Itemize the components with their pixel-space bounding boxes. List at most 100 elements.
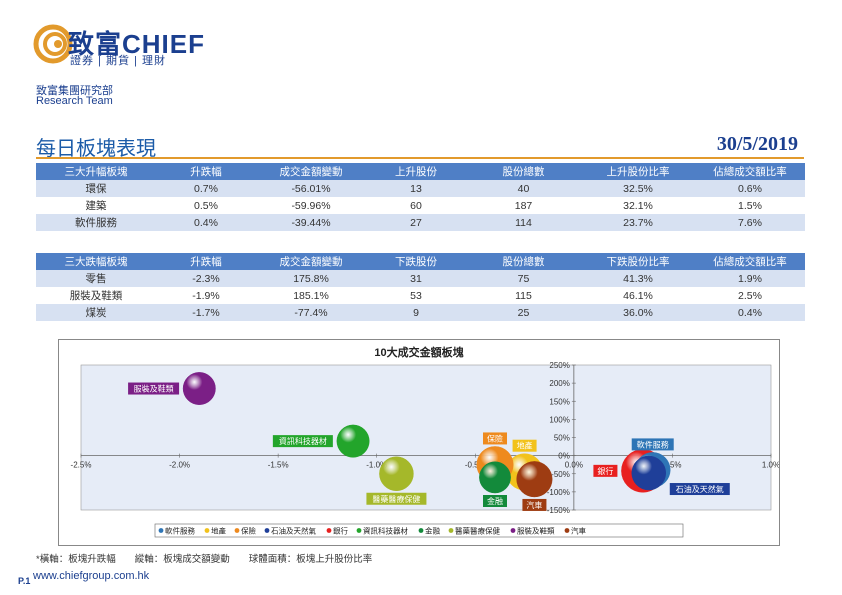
legend-entry: 金融 bbox=[425, 526, 440, 536]
y-tick-label: 150% bbox=[549, 397, 569, 406]
table-cell: 0.4% bbox=[695, 304, 805, 321]
legend-entry: 醫藥醫療保健 bbox=[455, 526, 500, 536]
table-cell: 1.5% bbox=[695, 197, 805, 214]
table-cell: 1.9% bbox=[695, 270, 805, 287]
column-header: 升跌幅 bbox=[156, 163, 256, 180]
table-header-row: 三大升幅板塊 升跌幅 成交金額變動 上升股份 股份總數 上升股份比率 佔總成交額… bbox=[36, 163, 805, 180]
column-header: 成交金額變動 bbox=[256, 253, 366, 270]
bubble-label-box bbox=[669, 483, 730, 496]
table-cell: 13 bbox=[366, 180, 466, 197]
bubble-label-box bbox=[483, 432, 507, 445]
bubble-point bbox=[336, 424, 370, 458]
x-tick-label: 1.0% bbox=[762, 461, 779, 470]
chart-title: 10大成交金額板塊 bbox=[374, 345, 463, 359]
table-cell: 23.7% bbox=[581, 214, 695, 231]
y-tick-label: 100% bbox=[549, 415, 569, 424]
table-cell: 114 bbox=[466, 214, 581, 231]
table-cell: 187 bbox=[466, 197, 581, 214]
table-cell: -1.7% bbox=[156, 304, 256, 321]
bubble-label-box bbox=[631, 438, 674, 451]
bubble-label: 服裝及鞋類 bbox=[134, 384, 174, 394]
legend-marker bbox=[510, 528, 516, 533]
column-header: 股份總數 bbox=[466, 163, 581, 180]
page-number: P.1 bbox=[18, 576, 31, 586]
sector-name: 零售 bbox=[36, 270, 156, 287]
legend-entry: 汽車 bbox=[571, 526, 586, 536]
table-cell: -2.3% bbox=[156, 270, 256, 287]
bubble-label: 軟件服務 bbox=[637, 439, 669, 449]
column-header: 三大升幅板塊 bbox=[36, 163, 156, 180]
top-gainers-table: 三大升幅板塊 升跌幅 成交金額變動 上升股份 股份總數 上升股份比率 佔總成交額… bbox=[36, 163, 805, 231]
x-tick-label: -0.5% bbox=[465, 461, 486, 470]
top-losers-table: 三大跌幅板塊 升跌幅 成交金額變動 下跌股份 股份總數 下跌股份比率 佔總成交額… bbox=[36, 253, 805, 321]
column-header: 佔總成交額比率 bbox=[695, 163, 805, 180]
table-cell: 175.8% bbox=[256, 270, 366, 287]
title-divider bbox=[36, 157, 804, 159]
table-cell: 41.3% bbox=[581, 270, 695, 287]
table-row: 環保 0.7% -56.01% 13 40 32.5% 0.6% bbox=[36, 180, 805, 197]
table-cell: -56.01% bbox=[256, 180, 366, 197]
column-header: 下跌股份 bbox=[366, 253, 466, 270]
bubble-label-box bbox=[522, 498, 547, 511]
table-row: 零售 -2.3% 175.8% 31 75 41.3% 1.9% bbox=[36, 270, 805, 287]
table-cell: 185.1% bbox=[256, 287, 366, 304]
y-tick-label: 50% bbox=[554, 434, 570, 443]
legend-entry: 保險 bbox=[241, 526, 256, 536]
bubble-label-box bbox=[483, 495, 507, 508]
y-tick-label: -50% bbox=[551, 470, 570, 479]
department-english: Research Team bbox=[36, 95, 113, 107]
column-header: 上升股份 bbox=[366, 163, 466, 180]
bubble-point bbox=[631, 455, 667, 491]
column-header: 佔總成交額比率 bbox=[695, 253, 805, 270]
sector-name: 煤炭 bbox=[36, 304, 156, 321]
legend-marker bbox=[234, 528, 240, 533]
sector-name: 軟件服務 bbox=[36, 214, 156, 231]
column-header: 成交金額變動 bbox=[256, 163, 366, 180]
bubble-point bbox=[479, 461, 511, 494]
column-header: 三大跌幅板塊 bbox=[36, 253, 156, 270]
x-tick-label: -1.5% bbox=[268, 461, 289, 470]
table-header-row: 三大跌幅板塊 升跌幅 成交金額變動 下跌股份 股份總數 下跌股份比率 佔總成交額… bbox=[36, 253, 805, 270]
legend-entry: 石油及天然氣 bbox=[271, 526, 316, 536]
column-header: 升跌幅 bbox=[156, 253, 256, 270]
column-header: 上升股份比率 bbox=[581, 163, 695, 180]
table-cell: 0.4% bbox=[156, 214, 256, 231]
table-cell: 25 bbox=[466, 304, 581, 321]
brand-name: 致富CHIEF bbox=[68, 29, 206, 59]
table-cell: 0.6% bbox=[695, 180, 805, 197]
table-cell: 2.5% bbox=[695, 287, 805, 304]
department-chinese: 致富集團研究部 bbox=[36, 85, 113, 97]
table-cell: 46.1% bbox=[581, 287, 695, 304]
x-tick-label: -1.0% bbox=[366, 461, 387, 470]
table-cell: 27 bbox=[366, 214, 466, 231]
legend-entry: 服裝及鞋類 bbox=[517, 526, 555, 536]
table-row: 軟件服務 0.4% -39.44% 27 114 23.7% 7.6% bbox=[36, 214, 805, 231]
bubble-label: 醫藥醫療保健 bbox=[372, 494, 420, 504]
table-cell: 31 bbox=[366, 270, 466, 287]
table-cell: -59.96% bbox=[256, 197, 366, 214]
table-cell: 9 bbox=[366, 304, 466, 321]
chief-logo bbox=[33, 24, 73, 64]
sector-name: 服裝及鞋類 bbox=[36, 287, 156, 304]
table-cell: -77.4% bbox=[256, 304, 366, 321]
bubble-label: 保險 bbox=[487, 433, 503, 443]
bubble-label-box bbox=[593, 464, 618, 477]
legend-marker bbox=[264, 528, 270, 533]
legend-marker bbox=[448, 528, 454, 533]
bubble-point bbox=[182, 372, 216, 405]
website-url[interactable]: www.chiefgroup.com.hk bbox=[33, 570, 150, 582]
axis-footnote: *橫軸：板塊升跌幅 縱軸：板塊成交額變動 球體面積：板塊上升股份比率 bbox=[36, 554, 373, 565]
legend-marker bbox=[356, 528, 362, 533]
page-title: 每日板塊表現 bbox=[36, 138, 156, 160]
bubble-label-box bbox=[366, 492, 427, 505]
x-tick-label: -2.5% bbox=[71, 461, 92, 470]
brand-tagline: 證券 | 期貨 | 理財 bbox=[70, 55, 166, 67]
table-cell: 32.1% bbox=[581, 197, 695, 214]
y-tick-label: 0% bbox=[558, 452, 570, 461]
table-cell: 60 bbox=[366, 197, 466, 214]
legend-marker bbox=[326, 528, 332, 533]
bubble-label: 金融 bbox=[487, 496, 503, 506]
y-tick-label: -100% bbox=[547, 488, 570, 497]
y-tick-label: 200% bbox=[549, 379, 569, 388]
sector-name: 環保 bbox=[36, 180, 156, 197]
